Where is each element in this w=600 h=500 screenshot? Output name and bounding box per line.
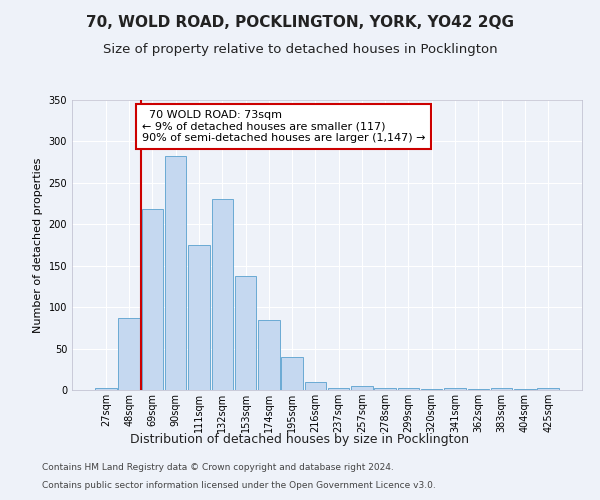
Text: Contains HM Land Registry data © Crown copyright and database right 2024.: Contains HM Land Registry data © Crown c… [42, 464, 394, 472]
Bar [95, 388, 116, 390]
Bar [445, 388, 466, 390]
Bar [467, 389, 489, 390]
Bar [165, 156, 187, 390]
Bar [328, 388, 349, 390]
Bar [188, 245, 209, 390]
Bar [491, 388, 512, 390]
Y-axis label: Number of detached properties: Number of detached properties [33, 158, 43, 332]
Bar [235, 276, 256, 390]
Bar [538, 388, 559, 390]
Text: Contains public sector information licensed under the Open Government Licence v3: Contains public sector information licen… [42, 481, 436, 490]
Text: 70, WOLD ROAD, POCKLINGTON, YORK, YO42 2QG: 70, WOLD ROAD, POCKLINGTON, YORK, YO42 2… [86, 15, 514, 30]
Bar [118, 318, 140, 390]
Bar [142, 208, 163, 390]
Text: 70 WOLD ROAD: 73sqm
← 9% of detached houses are smaller (117)
90% of semi-detach: 70 WOLD ROAD: 73sqm ← 9% of detached hou… [142, 110, 425, 143]
Bar [212, 198, 233, 390]
Bar [305, 382, 326, 390]
Text: Size of property relative to detached houses in Pocklington: Size of property relative to detached ho… [103, 42, 497, 56]
Bar [281, 357, 303, 390]
Bar [258, 320, 280, 390]
Bar [421, 389, 442, 390]
Bar [514, 389, 536, 390]
Bar [398, 388, 419, 390]
Bar [351, 386, 373, 390]
Bar [374, 388, 396, 390]
Text: Distribution of detached houses by size in Pocklington: Distribution of detached houses by size … [131, 432, 470, 446]
